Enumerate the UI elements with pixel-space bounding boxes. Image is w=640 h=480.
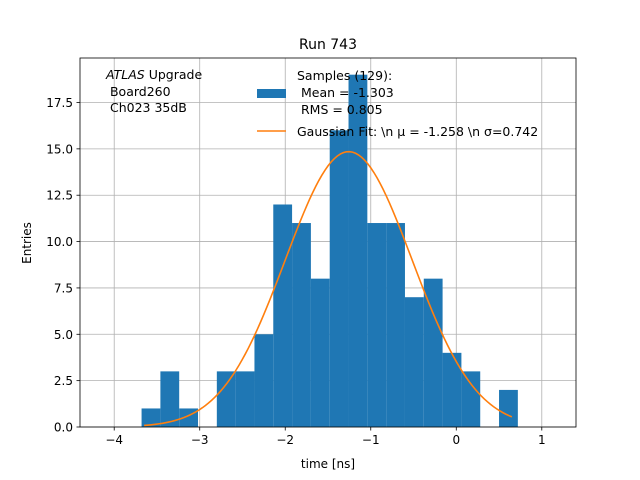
histogram-bar bbox=[160, 371, 180, 427]
y-tick-label: 15.0 bbox=[46, 142, 73, 156]
histogram-bar bbox=[292, 223, 311, 427]
histogram-bar bbox=[386, 223, 405, 427]
legend-histogram-swatch bbox=[257, 89, 286, 98]
x-tick-label: −4 bbox=[105, 433, 123, 447]
annotation-line-1: ATLAS Upgrade bbox=[105, 67, 202, 82]
histogram-bar bbox=[310, 278, 330, 427]
y-tick-label: 5.0 bbox=[54, 328, 73, 342]
histogram-bar bbox=[499, 389, 518, 427]
histogram-bar bbox=[216, 371, 236, 427]
legend-histogram-line-1: Samples (129): bbox=[297, 68, 392, 83]
x-tick-label: 0 bbox=[452, 433, 460, 447]
grid-lines bbox=[80, 58, 576, 428]
histogram-bar bbox=[141, 408, 161, 427]
histogram-bars bbox=[141, 74, 518, 427]
histogram-bar bbox=[423, 278, 443, 427]
annotation-upgrade: Upgrade bbox=[145, 67, 203, 82]
x-tick-label: 1 bbox=[538, 433, 546, 447]
y-axis-ticks: 0.0 2.5 5.0 7.5 10.0 12.5 15.0 17.5 bbox=[46, 96, 80, 435]
y-tick-label: 2.5 bbox=[54, 374, 73, 388]
chart-title: Run 743 bbox=[299, 37, 357, 53]
x-tick-label: −1 bbox=[362, 433, 380, 447]
histogram-bar bbox=[254, 334, 274, 427]
x-axis-ticks: −4 −3 −2 −1 0 1 bbox=[105, 427, 546, 447]
y-tick-label: 12.5 bbox=[46, 189, 73, 203]
y-tick-label: 17.5 bbox=[46, 96, 73, 110]
histogram-bar bbox=[367, 223, 387, 427]
x-tick-label: −2 bbox=[276, 433, 294, 447]
legend-histogram-line-3: RMS = 0.805 bbox=[297, 102, 383, 117]
atlas-annotation: ATLAS Upgrade Board260 Ch023 35dB bbox=[105, 67, 202, 115]
histogram-bar bbox=[348, 74, 368, 427]
legend-histogram-line-2: Mean = -1.303 bbox=[297, 85, 394, 100]
histogram-bar bbox=[273, 204, 293, 427]
histogram-bar bbox=[329, 130, 349, 427]
gaussian-fit-curve bbox=[144, 150, 513, 427]
histogram-bar bbox=[235, 371, 255, 427]
histogram-bar bbox=[461, 371, 481, 427]
annotation-atlas: ATLAS bbox=[105, 67, 145, 82]
y-tick-label: 10.0 bbox=[46, 235, 73, 249]
x-axis-label: time [ns] bbox=[301, 457, 355, 471]
y-axis-label: Entries bbox=[20, 222, 34, 264]
plot-frame bbox=[79, 57, 577, 428]
legend-fit-label: Gaussian Fit: \n μ = -1.258 \n σ=0.742 bbox=[297, 124, 538, 139]
x-tick-label: −3 bbox=[191, 433, 209, 447]
y-tick-label: 0.0 bbox=[54, 421, 73, 435]
histogram-bar bbox=[404, 297, 424, 427]
histogram-bar bbox=[442, 352, 462, 427]
annotation-line-3: Ch023 35dB bbox=[106, 100, 187, 115]
legend: Samples (129): Mean = -1.303 RMS = 0.805… bbox=[257, 68, 538, 139]
y-tick-label: 7.5 bbox=[54, 281, 73, 295]
annotation-line-2: Board260 bbox=[106, 84, 171, 99]
